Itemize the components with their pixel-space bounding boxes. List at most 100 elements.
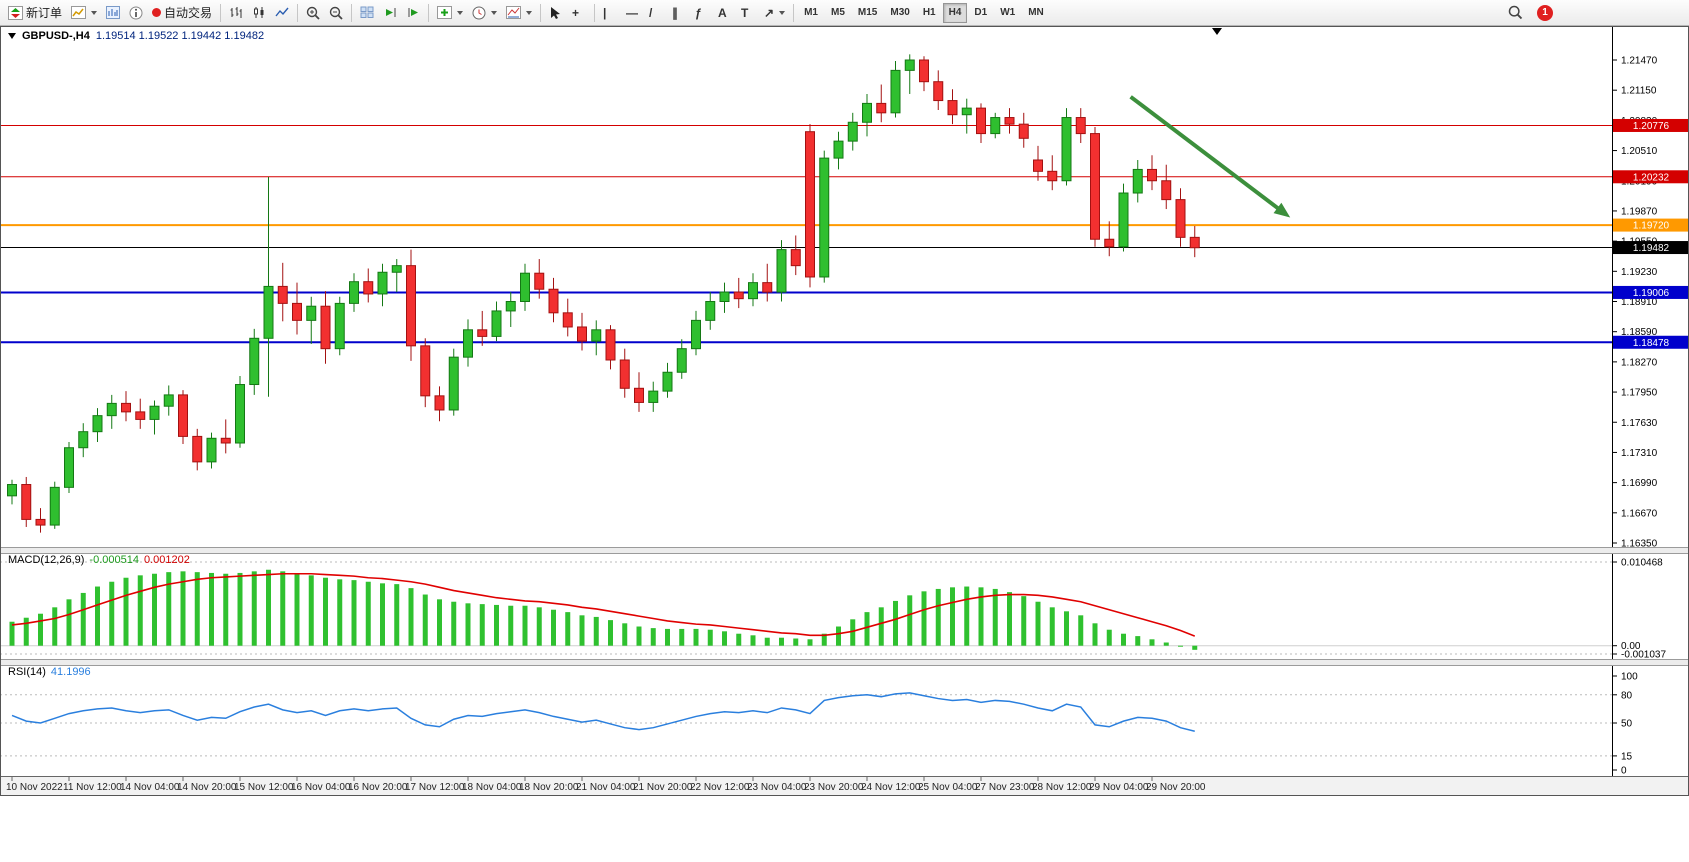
macd-histogram-bar: [323, 577, 328, 646]
macd-histogram-bar: [66, 599, 72, 646]
candle-body: [919, 59, 929, 83]
timeframe-m30-button[interactable]: M30: [884, 3, 915, 23]
pane-divider[interactable]: [0, 659, 1689, 666]
candle-body: [748, 282, 758, 300]
candle-body: [277, 285, 288, 304]
timeframe-m5-button[interactable]: M5: [825, 3, 851, 23]
candle-body: [1175, 199, 1186, 238]
chart-shift-icon: [408, 8, 419, 17]
candle-body: [705, 301, 716, 321]
timeframe-m15-button[interactable]: M15: [852, 3, 883, 23]
chart-top-marker-icon: [1212, 28, 1222, 35]
search-icon: [1508, 5, 1523, 20]
macd-histogram-bar: [294, 573, 300, 646]
cursor-button[interactable]: [545, 2, 567, 24]
candle-body: [662, 371, 673, 392]
arrows-button[interactable]: ↗: [760, 2, 789, 24]
macd-histogram-bar: [152, 573, 157, 646]
macd-histogram-bar: [536, 607, 542, 646]
macd-histogram-bar: [950, 587, 955, 646]
text-label-icon: T: [741, 5, 749, 20]
info-icon: [129, 6, 143, 19]
chart-shift-button[interactable]: [402, 2, 424, 24]
chart-window[interactable]: 1.214701.211501.208301.205101.201901.198…: [0, 26, 1689, 796]
pane-divider[interactable]: [0, 547, 1689, 554]
macd-tick-label: 0.010468: [1621, 558, 1663, 569]
macd-histogram-bar: [308, 575, 314, 646]
macd-histogram-bar: [1049, 607, 1055, 646]
auto-trading-button[interactable]: 自动交易: [148, 2, 216, 24]
macd-histogram-bar: [52, 607, 58, 646]
search-button[interactable]: [1504, 2, 1527, 24]
macd-histogram-bar: [180, 571, 186, 646]
macd-histogram-bar: [750, 635, 756, 646]
macd-histogram-bar: [551, 609, 556, 646]
text-label-button[interactable]: T: [737, 2, 759, 24]
macd-histogram-bar: [693, 628, 699, 646]
candle-body: [548, 288, 559, 314]
channel-button[interactable]: ∥: [668, 2, 690, 24]
new-order-button[interactable]: 新订单: [4, 2, 66, 24]
fibonacci-button[interactable]: ƒ: [691, 2, 713, 24]
templates-button[interactable]: [502, 2, 536, 24]
macd-histogram-bar: [593, 616, 599, 646]
candlesticks: [7, 54, 1200, 533]
macd-histogram-bar: [451, 601, 457, 646]
trend-arrow[interactable]: [1129, 95, 1291, 218]
rsi-tick-label: 15: [1621, 751, 1633, 762]
indicators-button[interactable]: [433, 2, 467, 24]
time-label: 25 Nov 04:00: [918, 782, 978, 793]
candle-body: [1018, 123, 1029, 139]
candle-body: [49, 486, 60, 526]
horizontal-line-button[interactable]: —: [622, 2, 644, 24]
candle-body: [106, 402, 117, 417]
macd-histogram-bar: [137, 575, 143, 646]
vertical-line-icon: |: [603, 5, 607, 20]
data-window-button[interactable]: [125, 2, 147, 24]
candle-body: [505, 301, 516, 312]
bar-chart-button[interactable]: [225, 2, 247, 24]
timeframe-d1-button[interactable]: D1: [968, 3, 993, 23]
zoom-in-icon: [306, 6, 320, 20]
zoom-in-button[interactable]: [302, 2, 324, 24]
candle-body: [634, 387, 644, 403]
candle-body: [391, 265, 402, 273]
timeframe-m1-button[interactable]: M1: [798, 3, 824, 23]
macd-histogram-bar: [636, 626, 642, 646]
notification-badge[interactable]: 1: [1537, 4, 1553, 21]
zoom-out-button[interactable]: [325, 2, 347, 24]
line-chart-button[interactable]: [271, 2, 293, 24]
macd-histogram-bar: [764, 637, 770, 646]
timeframe-h4-button[interactable]: H4: [942, 2, 968, 23]
candle-body: [733, 291, 744, 300]
candle-body: [990, 117, 1001, 135]
vertical-line-button[interactable]: |: [599, 2, 621, 24]
toolbar-separator: [297, 3, 299, 22]
market-watch-button[interactable]: [102, 2, 124, 24]
candle-body: [1118, 192, 1129, 248]
tile-windows-button[interactable]: [356, 2, 378, 24]
time-label: 21 Nov 20:00: [633, 782, 693, 793]
periods-button[interactable]: [468, 2, 501, 24]
macd-histogram-bar: [80, 592, 86, 646]
support-2-price-tag: 1.18478: [1613, 335, 1689, 349]
crosshair-button[interactable]: +: [568, 2, 590, 24]
auto-scroll-button[interactable]: [379, 2, 401, 24]
macd-histogram-bar: [479, 604, 485, 646]
timeframe-h1-button[interactable]: H1: [917, 3, 942, 23]
macd-histogram-bar: [209, 572, 214, 646]
text-button[interactable]: A: [714, 2, 736, 24]
price-chart[interactable]: 1.214701.211501.208301.205101.201901.198…: [0, 26, 1689, 796]
macd-histogram-bar: [707, 629, 713, 646]
candle-body: [35, 518, 46, 526]
price-tick-label: 1.16990: [1621, 478, 1658, 489]
new-chart-button[interactable]: [67, 2, 101, 24]
candlestick-chart-button[interactable]: [248, 2, 270, 24]
timeframe-w1-button[interactable]: W1: [994, 3, 1021, 23]
trendline-button[interactable]: /: [645, 2, 667, 24]
price-tick-label: 1.17310: [1621, 448, 1658, 459]
timeframe-mn-button[interactable]: MN: [1022, 3, 1050, 23]
price-tick-label: 1.19870: [1621, 206, 1658, 217]
candle-body: [1147, 168, 1157, 182]
